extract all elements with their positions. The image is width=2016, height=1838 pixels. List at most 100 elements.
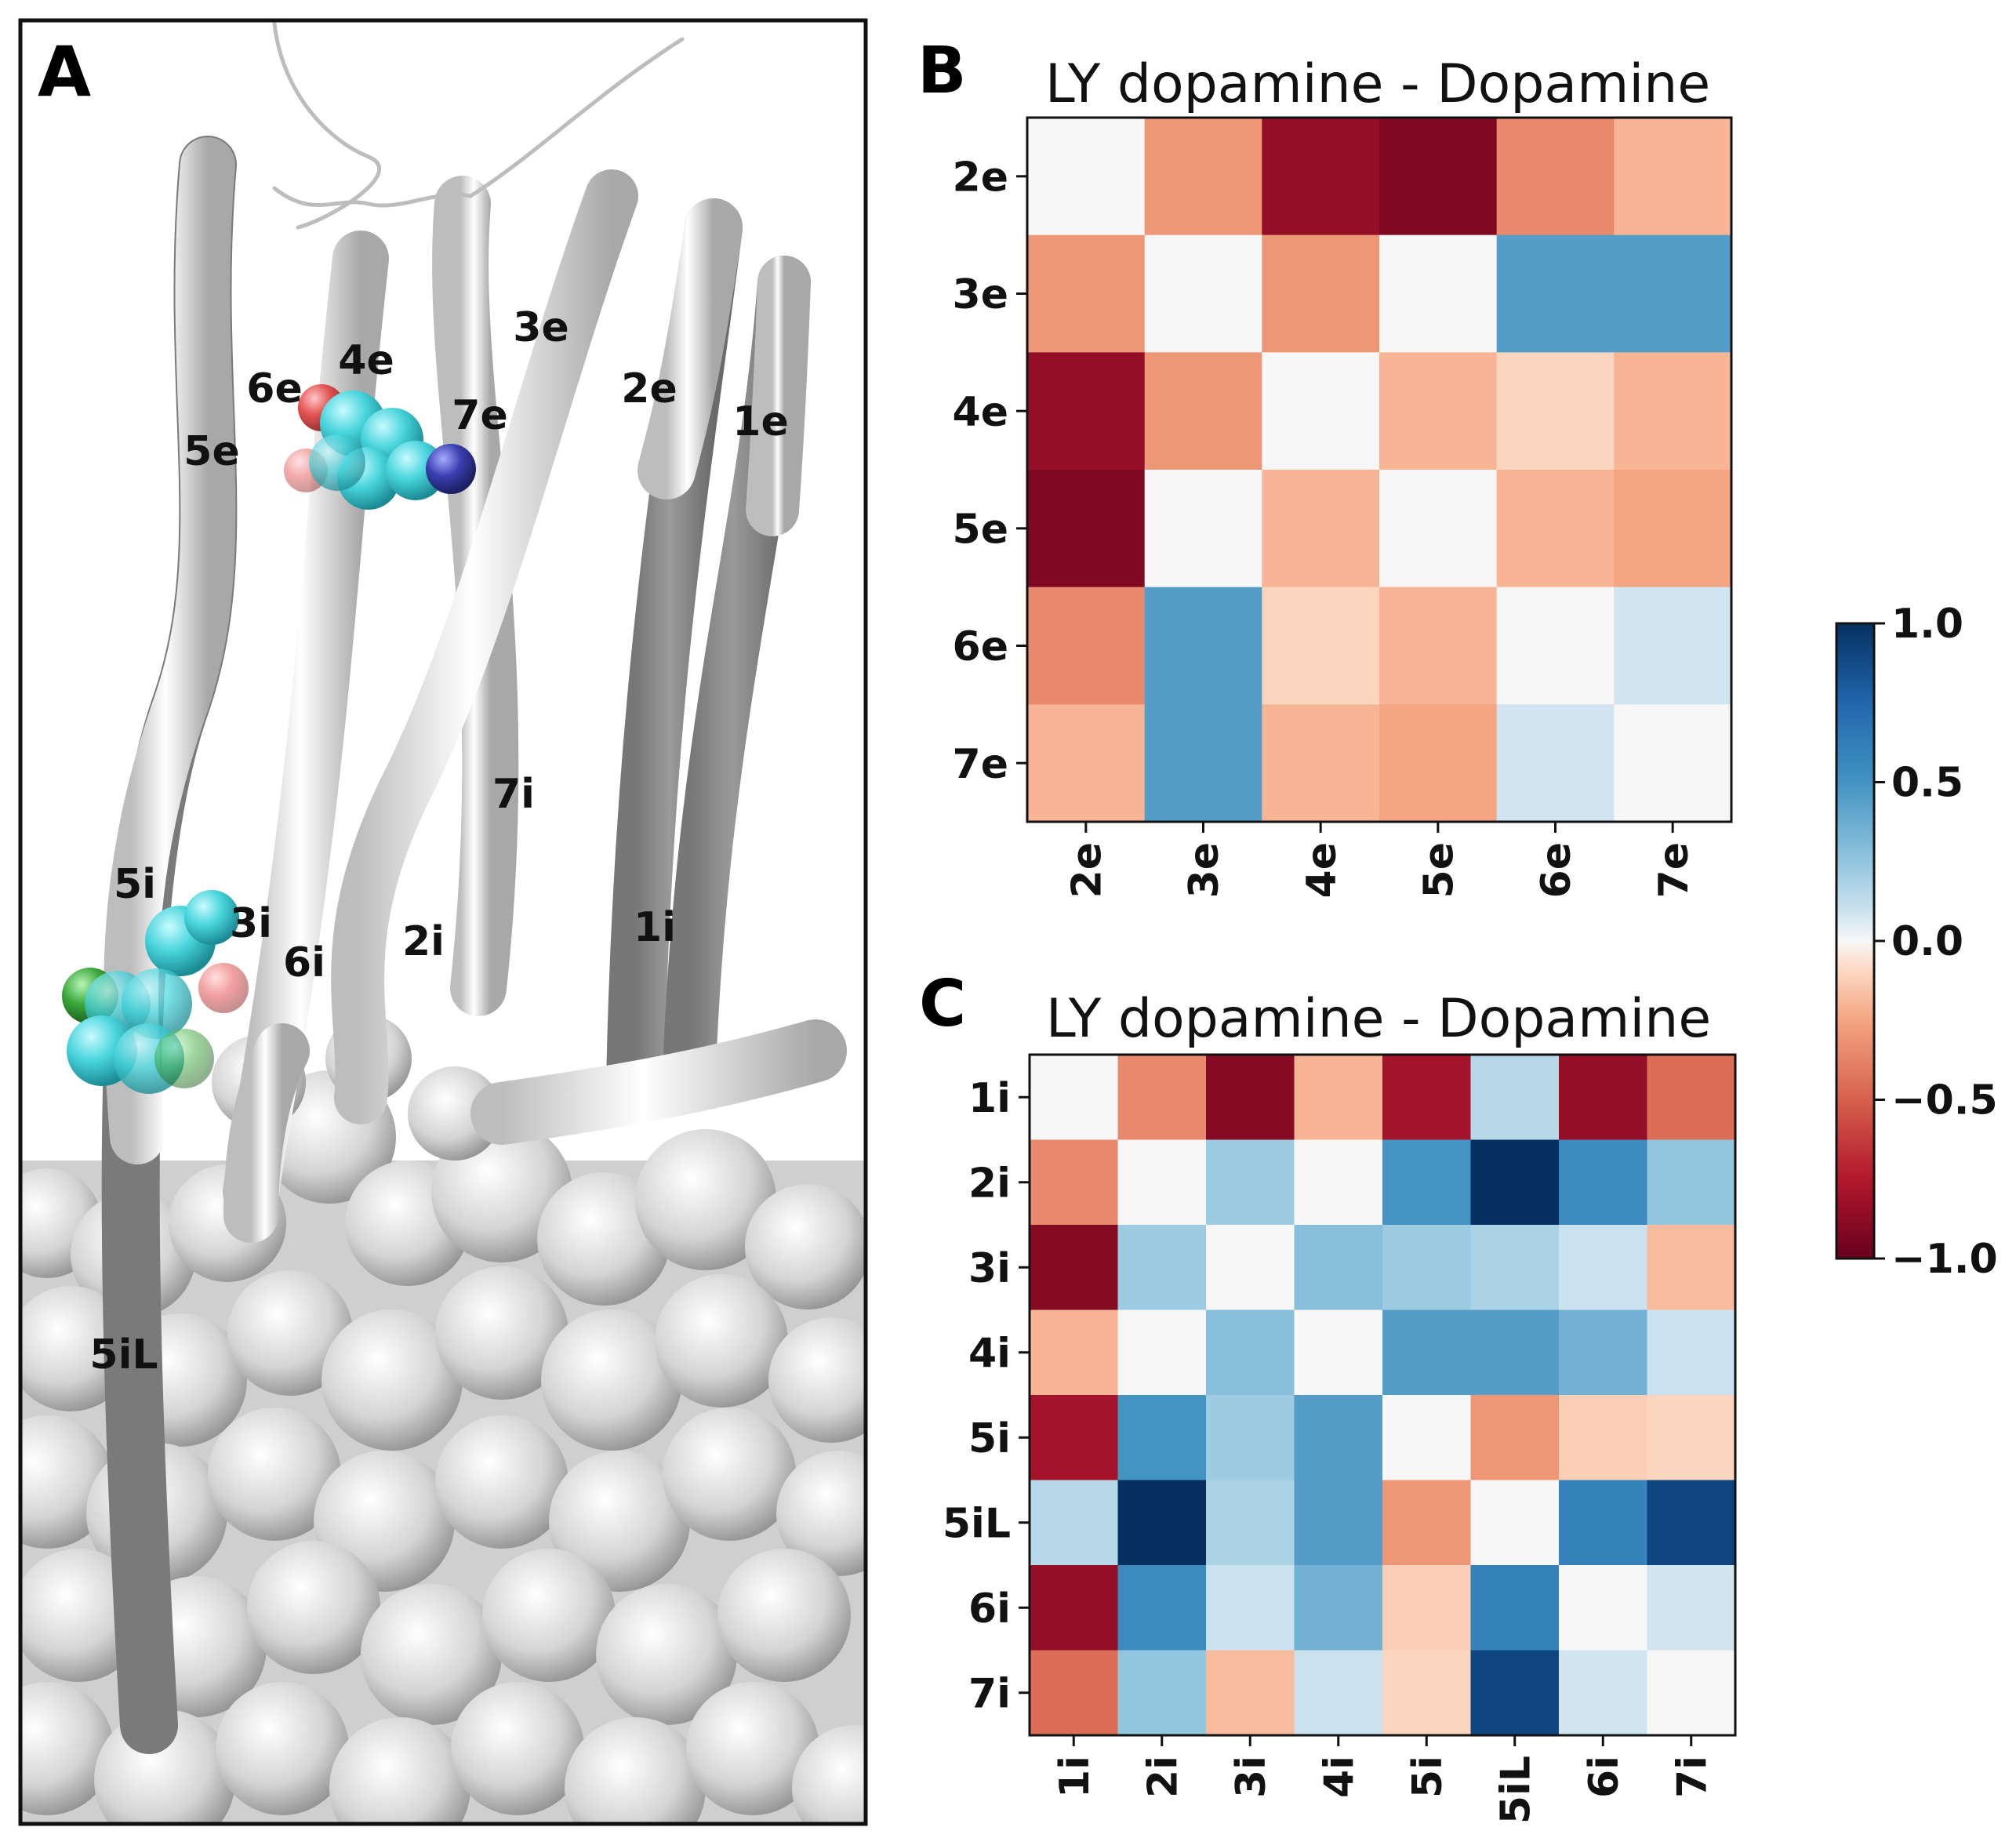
- heatmap-cell: [1206, 1225, 1295, 1311]
- helix-label-7i: 7i: [492, 771, 535, 818]
- row-tick-label: 5i: [968, 1415, 1011, 1462]
- heatmap-cell: [1262, 470, 1380, 588]
- row-tick-label: 4e: [953, 389, 1008, 436]
- helix-label-3e: 3e: [513, 304, 568, 351]
- row-tick-label: 3e: [953, 271, 1008, 318]
- heatmap-cell: [1117, 1480, 1207, 1566]
- heatmap-cell: [1382, 1650, 1472, 1736]
- heatmap-cell: [1027, 704, 1146, 823]
- heatmap-cell: [1294, 1309, 1383, 1396]
- row-tick-label: 3i: [968, 1245, 1011, 1292]
- heatmap-cell: [1470, 1480, 1560, 1566]
- colorbar-tick-label: 0.0: [1891, 918, 1963, 965]
- heatmap-cell: [1647, 1225, 1736, 1311]
- heatmap-cell: [1294, 1055, 1383, 1141]
- heatmap-cell: [1144, 587, 1262, 705]
- heatmap-cell: [1027, 587, 1146, 705]
- row-tick-label: 2e: [953, 154, 1008, 202]
- heatmap-cell: [1470, 1225, 1560, 1311]
- row-tick-label: 1i: [968, 1075, 1011, 1122]
- helix-label-5i: 5i: [114, 861, 156, 908]
- heatmap-cell: [1262, 234, 1380, 353]
- heatmap-b-col-ticks: 2e 3e 4e 5e 6e 7e: [1064, 822, 1698, 898]
- heatmap-cell: [1559, 1225, 1648, 1311]
- heatmap-c-title: LY dopamine - Dopamine: [1046, 988, 1711, 1050]
- heatmap-cell: [1614, 704, 1732, 823]
- heatmap-cell: [1030, 1309, 1119, 1396]
- heatmap-cell: [1030, 1650, 1119, 1736]
- heatmap-cell: [1144, 352, 1262, 470]
- helix-bundle: [101, 21, 847, 1754]
- col-tick-label: 3e: [1181, 842, 1228, 898]
- helix-label-7e: 7e: [452, 392, 507, 439]
- col-tick-label: 5i: [1404, 1756, 1451, 1798]
- heatmap-cell: [1117, 1395, 1207, 1481]
- heatmap-cell: [1030, 1139, 1119, 1226]
- heatmap-cell: [1144, 234, 1262, 353]
- panel-letter-a: A: [38, 31, 91, 112]
- heatmap-c-cells: [1030, 1055, 1736, 1736]
- col-tick-label: 6e: [1533, 842, 1580, 898]
- heatmap-cell: [1379, 118, 1498, 236]
- ligand-lower: [62, 890, 249, 1094]
- helix-labels: 2e 1e 3e 4e 6e 7e 5e 7i 5i 3i 6i 2i 1i 5…: [89, 304, 788, 1378]
- heatmap-cell: [1382, 1055, 1472, 1141]
- heatmap-cell: [1030, 1225, 1119, 1311]
- heatmap-cell: [1117, 1650, 1207, 1736]
- heatmap-cell: [1117, 1055, 1207, 1141]
- ligand-upper: [284, 384, 476, 510]
- heatmap-cell: [1647, 1565, 1736, 1651]
- heatmap-cell: [1470, 1309, 1560, 1396]
- helix-label-2i: 2i: [402, 918, 445, 965]
- colorbar-gradient: [1835, 622, 1876, 1260]
- heatmap-cell: [1614, 470, 1732, 588]
- col-tick-label: 5e: [1416, 842, 1463, 898]
- heatmap-cell: [1496, 234, 1615, 353]
- heatmap-cell: [1496, 352, 1615, 470]
- heatmap-cell: [1382, 1395, 1472, 1481]
- heatmap-cell: [1144, 704, 1262, 823]
- colorbar: 1.0 0.5 0.0 −0.5 −1.0: [1835, 601, 1998, 1283]
- heatmap-cell: [1382, 1480, 1472, 1566]
- colorbar-ticks: 1.0 0.5 0.0 −0.5 −1.0: [1874, 601, 1998, 1283]
- heatmap-cell: [1559, 1565, 1648, 1651]
- heatmap-b-frame: [1026, 116, 1733, 823]
- col-tick-label: 7e: [1651, 842, 1698, 898]
- panel-a-frame: [18, 18, 868, 1826]
- col-tick-label: 2e: [1064, 842, 1111, 898]
- heatmap-cell: [1027, 234, 1146, 353]
- heatmap-cell: [1294, 1395, 1383, 1481]
- heatmap-cell: [1379, 352, 1498, 470]
- col-tick-label: 5iL: [1492, 1756, 1539, 1824]
- helix-label-5e: 5e: [183, 428, 239, 475]
- heatmap-cell: [1614, 234, 1732, 353]
- colorbar-tick-label: −0.5: [1891, 1077, 1998, 1124]
- heatmap-cell: [1496, 470, 1615, 588]
- heatmap-cell: [1262, 587, 1380, 705]
- heatmap-cell: [1470, 1139, 1560, 1226]
- heatmap-cell: [1470, 1565, 1560, 1651]
- heatmap-cell: [1470, 1395, 1560, 1481]
- heatmap-cell: [1470, 1055, 1560, 1141]
- heatmap-cell: [1647, 1650, 1736, 1736]
- heatmap-cell: [1559, 1650, 1648, 1736]
- col-tick-label: 4e: [1299, 842, 1346, 898]
- panel-letter-b: B: [917, 34, 967, 108]
- heatmap-cell: [1294, 1139, 1383, 1226]
- heatmap-cell: [1614, 352, 1732, 470]
- heatmap-cell: [1206, 1309, 1295, 1396]
- heatmap-cell: [1496, 704, 1615, 823]
- heatmap-cell: [1647, 1139, 1736, 1226]
- heatmap-b-row-ticks: 2e 3e 4e 5e 6e 7e: [953, 154, 1027, 788]
- heatmap-b: B LY dopamine - Dopamine 2e 3e 4e 5e 6e 7e 2e…: [917, 34, 1733, 898]
- heatmap-cell: [1647, 1055, 1736, 1141]
- heatmap-cell: [1470, 1650, 1560, 1736]
- heatmap-cell: [1206, 1139, 1295, 1226]
- heatmap-cell: [1144, 470, 1262, 588]
- heatmap-cell: [1262, 352, 1380, 470]
- row-tick-label: 7e: [953, 741, 1008, 788]
- colorbar-tick-label: 0.5: [1891, 760, 1963, 807]
- heatmap-cell: [1117, 1565, 1207, 1651]
- heatmap-cell: [1030, 1395, 1119, 1481]
- heatmap-cell: [1647, 1309, 1736, 1396]
